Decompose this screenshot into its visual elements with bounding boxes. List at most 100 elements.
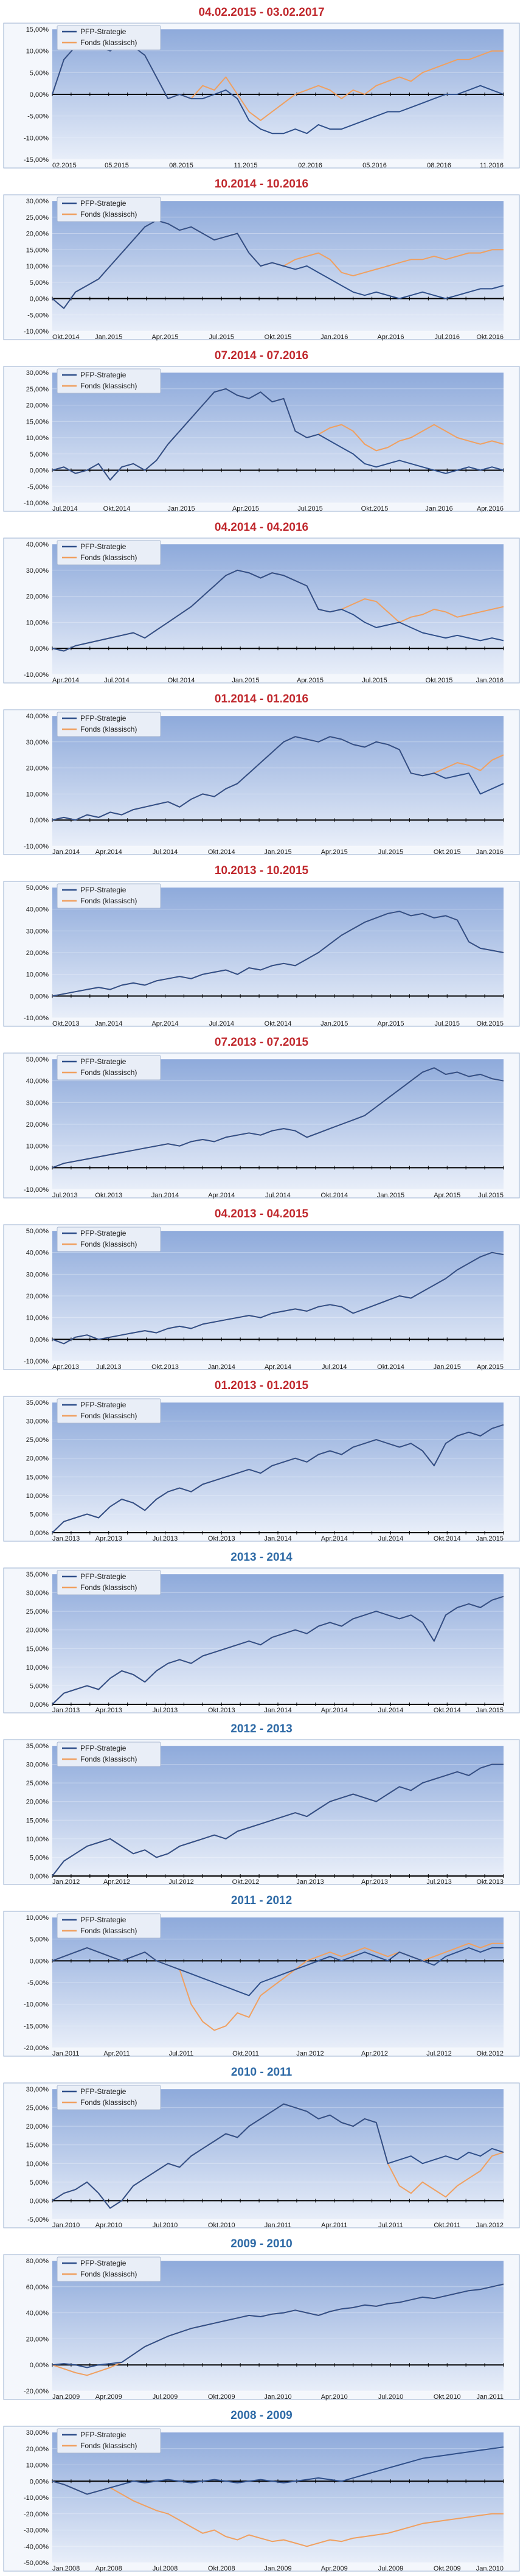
x-tick-label: Okt.2015 (426, 677, 453, 684)
y-tick-label: 0,00% (30, 296, 49, 303)
series-line-pfp-strategie (52, 1763, 504, 1877)
chart-svg: 2012 - 2013 35,00% 30,00% 25,00% 20,00% 15,00… (3, 1723, 520, 1886)
x-tick-label: Okt.2014 (320, 1192, 348, 1199)
y-tick-label: -40,00% (24, 2543, 49, 2550)
y-tick-label: 0,00% (30, 2478, 49, 2485)
legend-box (57, 1913, 161, 1939)
y-tick-label: 20,00% (26, 402, 49, 410)
chart-panel: 01.2014 - 01.2016 40,00% 30,00% 20,00% 10,00… (0, 687, 523, 858)
x-tick-label: 08.2015 (169, 162, 193, 169)
plot-area (52, 1574, 504, 1704)
x-tick-label: Apr.2014 (95, 849, 122, 856)
chart-svg: 2011 - 2012 10,00% 5,00% 0,00% -5,00% -10,00%… (3, 1894, 520, 2057)
legend-label: PFP-Strategie (80, 1229, 126, 1237)
x-tick-label: Okt.2014 (377, 1363, 404, 1371)
x-tick-label: Apr.2011 (103, 2050, 130, 2057)
series-line-pfp-strategie (52, 2103, 504, 2209)
x-tick-label: Jul.2014 (209, 1020, 234, 1027)
x-tick-label: Jan.2011 (52, 2050, 79, 2057)
y-tick-label: 5,00% (30, 69, 49, 77)
y-tick-label: 0,00% (30, 993, 49, 1000)
x-tick-label: Jul.2011 (169, 2050, 194, 2057)
chart-svg: 2008 - 2009 30,00% 20,00% 10,00% 0,00% -10,00… (3, 2409, 520, 2572)
x-tick-label: Okt.2010 (208, 2222, 235, 2229)
y-tick-label: 10,00% (26, 1664, 49, 1671)
y-tick-label: -10,00% (24, 2494, 49, 2502)
x-tick-label: Apr.2016 (477, 505, 504, 513)
y-tick-label: 25,00% (26, 1437, 49, 1444)
y-tick-label: 15,00% (26, 1817, 49, 1824)
x-tick-label: 02.2015 (52, 162, 77, 169)
x-tick-label: Jul.2013 (153, 1535, 178, 1542)
x-tick-label: Okt.2009 (208, 2393, 235, 2401)
x-tick-label: Jan.2010 (476, 2565, 504, 2572)
legend-label: Fonds (klassisch) (80, 210, 137, 219)
y-tick-label: -10,00% (24, 500, 49, 507)
legend-label: Fonds (klassisch) (80, 38, 137, 47)
y-tick-label: 40,00% (26, 2310, 49, 2317)
y-tick-label: 30,00% (26, 1099, 49, 1107)
legend-box (57, 25, 161, 51)
x-tick-label: Apr.2010 (321, 2393, 348, 2401)
x-tick-label: Jul.2015 (434, 1020, 460, 1027)
x-tick-label: Jul.2008 (153, 2565, 178, 2572)
x-tick-label: Jul.2015 (478, 1192, 504, 1199)
x-tick-label: Okt.2014 (434, 1707, 461, 1714)
y-tick-label: 40,00% (26, 906, 49, 914)
y-tick-label: -5,00% (27, 2216, 49, 2224)
x-tick-label: Okt.2008 (208, 2565, 235, 2572)
series-line-pfp-strategie (52, 1251, 504, 1345)
chart-panel: 10.2014 - 10.2016 30,00% 25,00% 20,00% 15,00… (0, 172, 523, 343)
y-tick-label: 15,00% (26, 1645, 49, 1653)
plot-area (52, 2261, 504, 2391)
y-tick-label: 0,00% (30, 645, 49, 653)
series-line-pfp-strategie (52, 1424, 504, 1533)
y-tick-label: 5,00% (30, 1854, 49, 1861)
plot-area (52, 1746, 504, 1876)
chart-svg: 04.2014 - 04.2016 40,00% 30,00% 20,00% 10,00… (3, 521, 520, 684)
x-tick-label: Jan.2009 (264, 2565, 291, 2572)
x-tick-label: 11.2015 (234, 162, 258, 169)
chart-title: 07.2014 - 07.2016 (215, 349, 308, 362)
y-tick-label: -10,00% (24, 843, 49, 850)
plot-area (52, 544, 504, 674)
x-tick-label: Jan.2015 (95, 334, 122, 341)
y-tick-label: 10,00% (26, 619, 49, 626)
y-tick-label: 10,00% (26, 1143, 49, 1150)
legend-label: Fonds (klassisch) (80, 553, 137, 562)
x-tick-label: Jul.2014 (52, 505, 78, 513)
y-tick-label: -50,00% (24, 2560, 49, 2567)
chart-svg: 10.2014 - 10.2016 30,00% 25,00% 20,00% 15,00… (3, 178, 520, 341)
chart-title: 2012 - 2013 (230, 1723, 292, 1735)
chart-title: 2011 - 2012 (231, 1894, 292, 1907)
plot-area (52, 1402, 504, 1533)
legend-box (57, 712, 161, 737)
y-tick-label: 15,00% (26, 418, 49, 425)
y-tick-label: 30,00% (26, 198, 49, 205)
plot-area (52, 2089, 504, 2219)
series-line-pfp-strategie (52, 1067, 504, 1169)
y-tick-label: -10,00% (24, 328, 49, 335)
chart-svg: 01.2013 - 01.2015 35,00% 30,00% 25,00% 20,00… (3, 1379, 520, 1542)
chart-panel: 01.2013 - 01.2015 35,00% 30,00% 25,00% 20,00… (0, 1373, 523, 1545)
x-tick-label: Jul.2010 (378, 2393, 404, 2401)
legend-box (57, 368, 161, 394)
series-line-pfp-strategie (52, 736, 504, 821)
x-tick-label: Jan.2013 (52, 1535, 80, 1542)
series-line-pfp-strategie (52, 220, 504, 309)
y-tick-label: 50,00% (26, 884, 49, 892)
x-tick-label: Okt.2010 (434, 2393, 461, 2401)
x-tick-label: Apr.2015 (232, 505, 259, 513)
y-tick-label: 20,00% (26, 1121, 49, 1129)
x-tick-label: Okt.2015 (265, 334, 292, 341)
y-tick-label: 25,00% (26, 214, 49, 222)
y-tick-label: 0,00% (30, 2362, 49, 2369)
legend-label: PFP-Strategie (80, 1572, 126, 1581)
x-tick-label: Okt.2009 (434, 2565, 461, 2572)
x-tick-label: Jan.2014 (95, 1020, 122, 1027)
x-tick-label: Jul.2014 (378, 1535, 404, 1542)
chart-title: 04.2013 - 04.2015 (215, 1208, 309, 1220)
y-tick-label: 30,00% (26, 1418, 49, 1426)
x-tick-label: Jan.2015 (476, 1707, 504, 1714)
chart-title: 04.02.2015 - 03.02.2017 (198, 6, 324, 19)
